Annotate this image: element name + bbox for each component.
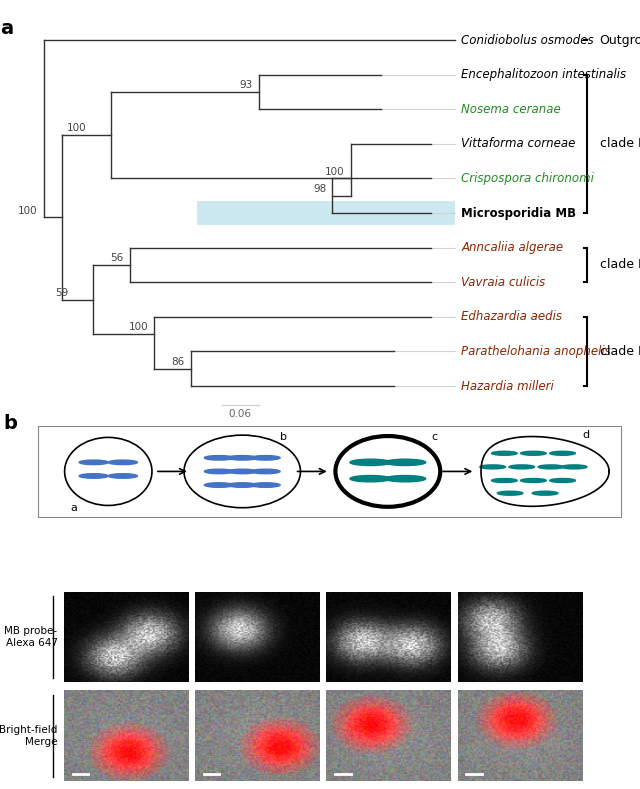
Circle shape [509, 465, 534, 469]
Circle shape [550, 478, 575, 483]
Text: c: c [431, 432, 438, 442]
Circle shape [108, 473, 138, 478]
Circle shape [79, 460, 108, 465]
Text: Vavraia culicis: Vavraia culicis [461, 275, 545, 289]
Text: Bright-field
Merge: Bright-field Merge [0, 725, 58, 746]
Circle shape [251, 469, 280, 473]
Text: b: b [280, 432, 287, 442]
Text: Vittaforma corneae: Vittaforma corneae [461, 137, 576, 151]
Text: 59: 59 [55, 288, 68, 297]
Circle shape [538, 465, 564, 469]
Text: a: a [1, 19, 13, 38]
Circle shape [204, 469, 234, 473]
Text: Nosema ceranae: Nosema ceranae [461, 103, 561, 116]
Circle shape [228, 455, 257, 460]
Circle shape [385, 476, 426, 482]
Text: Crispospora chironomi: Crispospora chironomi [461, 172, 594, 185]
Text: 86: 86 [172, 357, 185, 367]
Text: clade III: clade III [600, 259, 640, 271]
Circle shape [350, 476, 391, 482]
Circle shape [204, 455, 234, 460]
Text: MB probe-
Alexa 647: MB probe- Alexa 647 [4, 626, 58, 648]
Circle shape [492, 478, 517, 483]
Text: clade I: clade I [600, 345, 640, 358]
Circle shape [520, 451, 547, 455]
Text: 100: 100 [129, 323, 148, 332]
Circle shape [251, 455, 280, 460]
Circle shape [532, 492, 558, 495]
Circle shape [204, 483, 234, 488]
Circle shape [520, 478, 547, 483]
Circle shape [385, 459, 426, 466]
Text: Microsporidia MB: Microsporidia MB [461, 207, 577, 219]
Text: Hazardia milleri: Hazardia milleri [461, 380, 554, 393]
Text: Conidiobolus osmodes: Conidiobolus osmodes [461, 33, 594, 47]
Text: Anncaliia algerae: Anncaliia algerae [461, 241, 563, 254]
Circle shape [350, 459, 391, 466]
Text: 100: 100 [67, 123, 86, 133]
Bar [197, 201, 455, 225]
Text: 93: 93 [239, 80, 252, 90]
Circle shape [480, 465, 506, 469]
Text: b: b [3, 414, 17, 433]
Text: 56: 56 [110, 253, 124, 264]
Text: 98: 98 [313, 184, 326, 194]
Text: d: d [582, 430, 589, 440]
Text: 100: 100 [325, 166, 344, 177]
Circle shape [108, 460, 138, 465]
Circle shape [550, 451, 575, 455]
Text: Encephalitozoon intestinalis: Encephalitozoon intestinalis [461, 68, 627, 81]
Circle shape [228, 483, 257, 488]
Circle shape [561, 465, 587, 469]
Text: Parathelohania anophelis: Parathelohania anophelis [461, 345, 611, 358]
Text: Outgroup: Outgroup [600, 33, 640, 47]
Circle shape [251, 483, 280, 488]
Circle shape [497, 492, 523, 495]
Circle shape [79, 473, 108, 478]
Text: 0.06: 0.06 [228, 409, 252, 418]
Text: Edhazardia aedis: Edhazardia aedis [461, 310, 563, 323]
Circle shape [228, 469, 257, 473]
Text: clade IV: clade IV [600, 137, 640, 151]
Text: 100: 100 [18, 206, 37, 215]
Circle shape [492, 451, 517, 455]
Text: a: a [70, 503, 77, 513]
